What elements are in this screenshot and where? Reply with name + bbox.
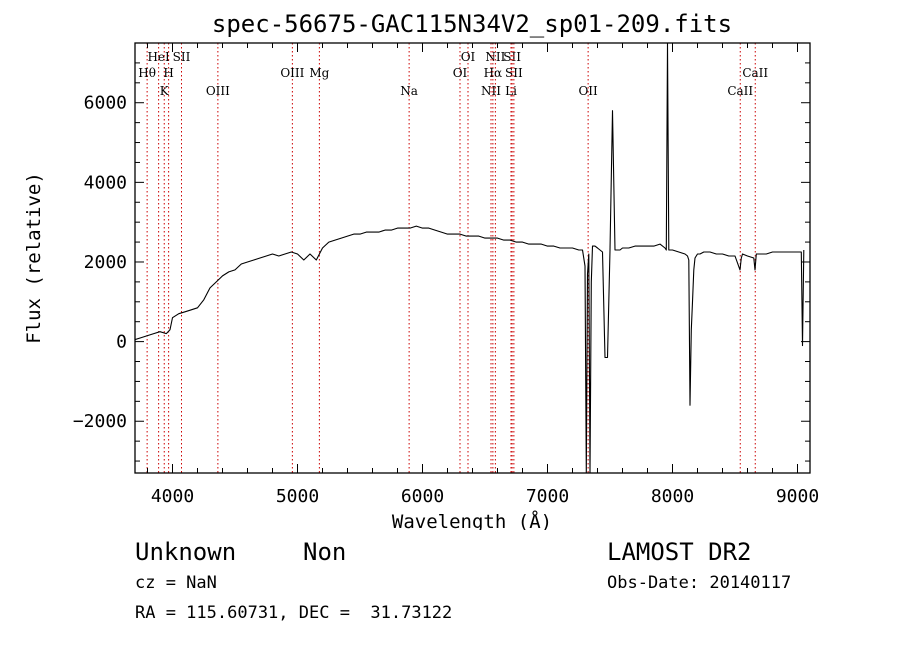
marker-label-13: Hα <box>484 66 503 80</box>
marker-label-17: OII <box>578 84 598 98</box>
marker-label-12: NII <box>485 50 505 64</box>
axis-ticks: 4000 5000 6000 7000 8000 9000 −2000 0 2000 4000 60… <box>73 42 819 507</box>
marker-label-15: SII <box>505 66 523 80</box>
marker-label-14: SII <box>503 50 521 64</box>
marker-label-4: SII <box>173 50 191 64</box>
subclass-label: Non <box>303 538 347 566</box>
x-tick-label-0: 4000 <box>151 486 194 507</box>
spectrum-chart: spec-56675-GAC115N34V2_sp01-209.fits Hθ H… <box>23 10 819 530</box>
y-tick-label-1: 0 <box>116 332 127 353</box>
y-tick-label-3: 4000 <box>84 172 127 193</box>
redshift-label: cz = NaN <box>135 573 217 593</box>
x-tick-label-3: 7000 <box>526 486 569 507</box>
marker-label-9: OI <box>453 66 468 80</box>
marker-label-10: OI <box>461 50 476 64</box>
marker-label-1: HeI <box>147 50 170 64</box>
marker-label-11: NII <box>481 84 501 98</box>
marker-label-5: OIII <box>206 84 230 98</box>
marker-label-7: Mg <box>309 66 329 80</box>
chart-title: spec-56675-GAC115N34V2_sp01-209.fits <box>212 10 732 38</box>
plot-frame <box>134 42 811 474</box>
marker-label-2: K <box>160 84 170 98</box>
x-tick-label-1: 5000 <box>276 486 319 507</box>
class-label: Unknown <box>135 538 237 566</box>
marker-label-6: OIII <box>280 66 304 80</box>
x-tick-label-2: 6000 <box>401 486 444 507</box>
marker-label-19: CaII <box>742 66 768 80</box>
marker-label-8: Na <box>400 84 418 98</box>
x-tick-label-5: 9000 <box>776 486 819 507</box>
spectrum-line <box>135 43 805 473</box>
obs-date-label: Obs-Date: 20140117 <box>607 573 792 593</box>
x-axis-label: Wavelength (Å) <box>392 510 552 530</box>
coords-label: RA = 115.60731, DEC = 31.73122 <box>135 603 453 623</box>
x-tick-label-4: 8000 <box>651 486 694 507</box>
marker-label-3: H <box>163 66 173 80</box>
survey-label: LAMOST DR2 <box>607 538 752 566</box>
y-tick-label-0: −2000 <box>73 411 127 432</box>
y-tick-label-4: 6000 <box>84 93 127 114</box>
marker-label-18: CaII <box>727 84 753 98</box>
marker-label-0: Hθ <box>138 66 156 80</box>
y-axis-label: Flux (relative) <box>23 172 45 344</box>
y-tick-label-2: 2000 <box>84 252 127 273</box>
spectrum-group <box>135 43 805 473</box>
marker-label-16: Li <box>505 84 517 98</box>
